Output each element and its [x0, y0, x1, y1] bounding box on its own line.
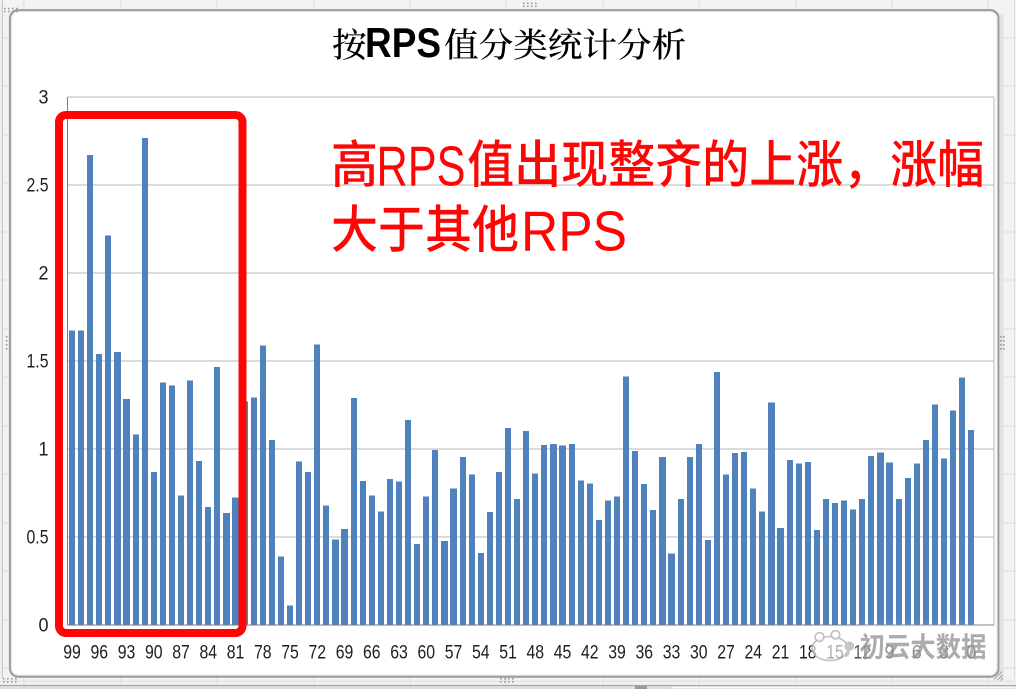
svg-text:51: 51 — [499, 642, 517, 664]
svg-text:27: 27 — [717, 642, 735, 664]
svg-text:RPS: RPS — [365, 19, 441, 66]
svg-text:45: 45 — [554, 642, 572, 664]
svg-text:87: 87 — [172, 642, 190, 664]
svg-text:54: 54 — [472, 642, 490, 664]
svg-text:78: 78 — [254, 642, 272, 664]
svg-text:21: 21 — [772, 642, 790, 664]
svg-text:0.5: 0.5 — [27, 526, 49, 548]
svg-text:72: 72 — [309, 642, 327, 664]
svg-text:36: 36 — [636, 642, 654, 664]
svg-text:75: 75 — [281, 642, 299, 664]
svg-text:3: 3 — [39, 86, 49, 108]
svg-text:66: 66 — [363, 642, 381, 664]
svg-text:60: 60 — [418, 642, 436, 664]
svg-text:57: 57 — [445, 642, 463, 664]
svg-text:81: 81 — [227, 642, 245, 664]
svg-text:96: 96 — [91, 642, 109, 664]
svg-text:93: 93 — [118, 642, 136, 664]
svg-text:24: 24 — [745, 642, 763, 664]
svg-text:48: 48 — [527, 642, 545, 664]
svg-text:30: 30 — [690, 642, 708, 664]
svg-text:84: 84 — [200, 642, 218, 664]
svg-text:39: 39 — [608, 642, 626, 664]
svg-text:RPS: RPS — [521, 200, 627, 264]
svg-text:33: 33 — [663, 642, 681, 664]
svg-text:0: 0 — [39, 614, 49, 636]
svg-text:2: 2 — [39, 262, 49, 284]
svg-text:69: 69 — [336, 642, 354, 664]
svg-text:99: 99 — [63, 642, 81, 664]
svg-text:90: 90 — [145, 642, 163, 664]
svg-text:2.5: 2.5 — [27, 174, 49, 196]
svg-text:RPS: RPS — [377, 135, 466, 199]
svg-text:63: 63 — [390, 642, 408, 664]
svg-text:1: 1 — [39, 438, 49, 460]
svg-text:42: 42 — [581, 642, 599, 664]
svg-text:1.5: 1.5 — [27, 350, 49, 372]
